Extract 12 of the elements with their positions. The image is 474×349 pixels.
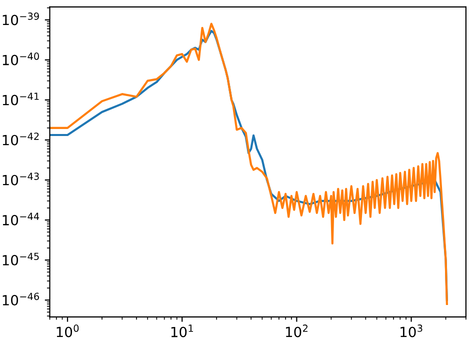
y-tick-label: 10$^{−44}$ bbox=[2, 212, 40, 226]
x-tick-label: 10$^{0}$ bbox=[56, 324, 79, 338]
y-tick-label: 10$^{−42}$ bbox=[2, 132, 39, 146]
y-tick-label: 10$^{−45}$ bbox=[2, 252, 39, 266]
x-tick-label: 10$^{2}$ bbox=[286, 324, 308, 338]
y-tick-label: 10$^{−41}$ bbox=[2, 92, 39, 106]
y-tick-label: 10$^{−39}$ bbox=[2, 12, 39, 26]
x-tick-label: 10$^{3}$ bbox=[400, 324, 422, 338]
x-tick-label: 10$^{1}$ bbox=[171, 324, 193, 338]
y-tick-label: 10$^{−46}$ bbox=[2, 292, 40, 306]
y-tick-label: 10$^{−43}$ bbox=[2, 172, 39, 186]
y-tick-label: 10$^{−40}$ bbox=[2, 52, 39, 66]
